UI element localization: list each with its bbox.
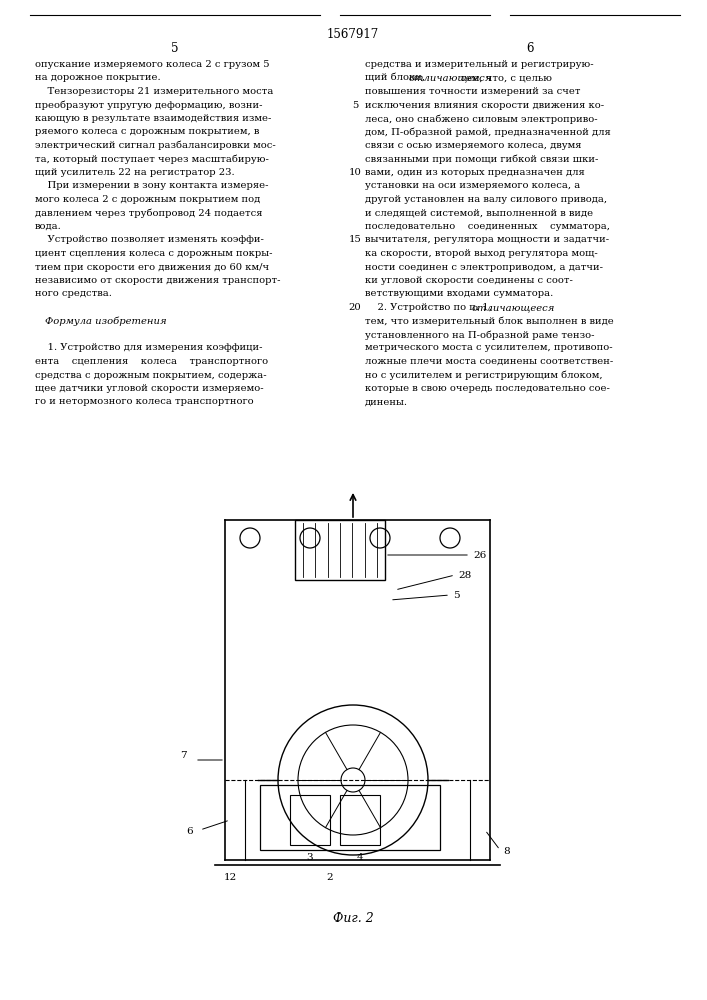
Text: 8: 8 — [503, 848, 510, 856]
Text: связи с осью измеряемого колеса, двумя: связи с осью измеряемого колеса, двумя — [365, 141, 581, 150]
Text: 20: 20 — [349, 303, 361, 312]
Text: ветствующими входами сумматора.: ветствующими входами сумматора. — [365, 290, 554, 298]
Text: отличающееся: отличающееся — [472, 303, 555, 312]
Bar — [260, 785, 440, 850]
Text: на дорожное покрытие.: на дорожное покрытие. — [35, 74, 160, 83]
Text: тем, что измерительный блок выполнен в виде: тем, что измерительный блок выполнен в в… — [365, 316, 614, 326]
Text: 3: 3 — [307, 852, 313, 861]
Text: давлением через трубопровод 24 подается: давлением через трубопровод 24 подается — [35, 209, 262, 218]
Text: ложные плечи моста соединены соответствен-: ложные плечи моста соединены соответстве… — [365, 357, 613, 366]
Text: 26: 26 — [473, 550, 486, 560]
Text: вами, один из которых предназначен для: вами, один из которых предназначен для — [365, 168, 585, 177]
Text: и следящей системой, выполненной в виде: и следящей системой, выполненной в виде — [365, 209, 593, 218]
Text: 10: 10 — [349, 168, 361, 177]
Text: щий блоки,: щий блоки, — [365, 74, 428, 83]
Bar — [290, 795, 330, 845]
Text: та, который поступает через масштабирую-: та, который поступает через масштабирую- — [35, 154, 269, 164]
Text: вода.: вода. — [35, 222, 62, 231]
Text: леса, оно снабжено силовым электроприво-: леса, оно снабжено силовым электроприво- — [365, 114, 597, 123]
Text: щее датчики угловой скорости измеряемо-: щее датчики угловой скорости измеряемо- — [35, 384, 264, 393]
Text: 2. Устройство по п. 1,: 2. Устройство по п. 1, — [365, 303, 495, 312]
Text: 5: 5 — [352, 101, 358, 109]
Text: тием при скорости его движения до 60 км/ч: тием при скорости его движения до 60 км/… — [35, 262, 269, 271]
Text: независимо от скорости движения транспорт-: независимо от скорости движения транспор… — [35, 276, 281, 285]
Text: средства и измерительный и регистрирую-: средства и измерительный и регистрирую- — [365, 60, 594, 69]
Text: циент сцепления колеса с дорожным покры-: циент сцепления колеса с дорожным покры- — [35, 249, 272, 258]
Text: вычитателя, регулятора мощности и задатчи-: вычитателя, регулятора мощности и задатч… — [365, 235, 609, 244]
Text: но с усилителем и регистрирующим блоком,: но с усилителем и регистрирующим блоком, — [365, 370, 602, 380]
Bar — [340, 795, 380, 845]
Text: кающую в результате взаимодействия изме-: кающую в результате взаимодействия изме- — [35, 114, 271, 123]
Text: метрического моста с усилителем, противопо-: метрического моста с усилителем, противо… — [365, 344, 613, 353]
Text: преобразуют упругую деформацию, возни-: преобразуют упругую деформацию, возни- — [35, 101, 262, 110]
Text: го и нетормозного колеса транспортного: го и нетормозного колеса транспортного — [35, 397, 254, 406]
Text: ряемого колеса с дорожным покрытием, в: ряемого колеса с дорожным покрытием, в — [35, 127, 259, 136]
Text: исключения влияния скорости движения ко-: исключения влияния скорости движения ко- — [365, 101, 604, 109]
Text: Устройство позволяет изменять коэффи-: Устройство позволяет изменять коэффи- — [35, 235, 264, 244]
Text: Тензорезисторы 21 измерительного моста: Тензорезисторы 21 измерительного моста — [35, 87, 274, 96]
Text: Формула изобретения: Формула изобретения — [45, 316, 167, 326]
Text: отличающееся: отличающееся — [409, 74, 492, 83]
Text: 6: 6 — [187, 828, 193, 836]
Text: повышения точности измерений за счет: повышения точности измерений за счет — [365, 87, 580, 96]
Text: 5: 5 — [453, 590, 460, 599]
Text: 5: 5 — [171, 42, 179, 55]
Text: ка скорости, второй выход регулятора мощ-: ка скорости, второй выход регулятора мощ… — [365, 249, 597, 258]
Text: 1. Устройство для измерения коэффици-: 1. Устройство для измерения коэффици- — [35, 344, 262, 353]
Text: ки угловой скорости соединены с соот-: ки угловой скорости соединены с соот- — [365, 276, 573, 285]
Text: последовательно    соединенных    сумматора,: последовательно соединенных сумматора, — [365, 222, 610, 231]
Text: мого колеса 2 с дорожным покрытием под: мого колеса 2 с дорожным покрытием под — [35, 195, 260, 204]
Text: При измерении в зону контакта измеряе-: При измерении в зону контакта измеряе- — [35, 182, 269, 190]
Text: динены.: динены. — [365, 397, 408, 406]
Text: которые в свою очередь последовательно сое-: которые в свою очередь последовательно с… — [365, 384, 610, 393]
Text: 15: 15 — [349, 235, 361, 244]
Text: тем, что, с целью: тем, что, с целью — [457, 74, 552, 83]
Text: ного средства.: ного средства. — [35, 290, 112, 298]
Text: 12: 12 — [223, 874, 237, 882]
Text: ности соединен с электроприводом, а датчи-: ности соединен с электроприводом, а датч… — [365, 262, 603, 271]
Text: средства с дорожным покрытием, содержа-: средства с дорожным покрытием, содержа- — [35, 370, 267, 379]
Text: электрический сигнал разбалансировки мос-: электрический сигнал разбалансировки мос… — [35, 141, 276, 150]
Text: установленного на П-образной раме тензо-: установленного на П-образной раме тензо- — [365, 330, 595, 340]
Text: ента    сцепления    колеса    транспортного: ента сцепления колеса транспортного — [35, 357, 268, 366]
Text: 2: 2 — [327, 874, 333, 882]
Text: связанными при помощи гибкой связи шки-: связанными при помощи гибкой связи шки- — [365, 154, 598, 164]
Text: 6: 6 — [526, 42, 534, 55]
Text: дом, П-образной рамой, предназначенной для: дом, П-образной рамой, предназначенной д… — [365, 127, 611, 137]
Text: установки на оси измеряемого колеса, а: установки на оси измеряемого колеса, а — [365, 182, 580, 190]
Text: щий усилитель 22 на регистратор 23.: щий усилитель 22 на регистратор 23. — [35, 168, 235, 177]
Text: 4: 4 — [357, 852, 363, 861]
Text: опускание измеряемого колеса 2 с грузом 5: опускание измеряемого колеса 2 с грузом … — [35, 60, 269, 69]
Text: Фиг. 2: Фиг. 2 — [332, 912, 373, 925]
Bar — [295, 520, 385, 580]
Text: 1567917: 1567917 — [327, 28, 379, 41]
Text: 7: 7 — [180, 750, 187, 760]
Text: 28: 28 — [458, 570, 472, 580]
Text: другой установлен на валу силового привода,: другой установлен на валу силового приво… — [365, 195, 607, 204]
